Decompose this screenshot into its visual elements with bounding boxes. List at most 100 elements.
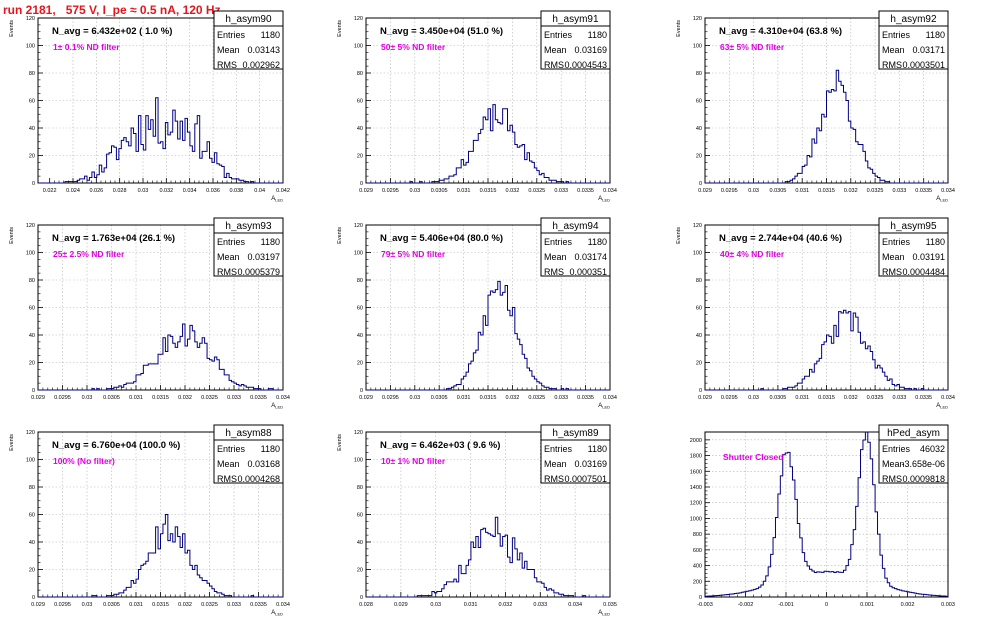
x-tick-label: 0.0315 <box>152 395 169 401</box>
x-tick-label: 0.028 <box>113 188 127 194</box>
x-axis-title: ALED <box>598 610 610 617</box>
y-tick-label: 0 <box>32 181 35 187</box>
x-tick-label: 0.029 <box>31 395 45 401</box>
x-tick-label: 0.038 <box>229 188 243 194</box>
x-tick-label: 0.0295 <box>54 602 71 608</box>
y-tick-label: 20 <box>357 154 363 160</box>
stats-rms-label: RMS <box>217 60 237 70</box>
stats-box <box>878 10 949 70</box>
y-tick-label: 100 <box>354 458 363 464</box>
x-tick-label: 0.031 <box>129 602 143 608</box>
stats-mean-label: Mean <box>882 459 905 469</box>
stats-entries-label: Entries <box>882 444 911 454</box>
x-tick-label: 0.029 <box>359 395 373 401</box>
y-tick-label: 20 <box>29 568 35 574</box>
x-tick-label: 0.031 <box>795 395 809 401</box>
x-tick-label: 0.032 <box>844 395 858 401</box>
y-tick-label: 1800 <box>690 454 702 460</box>
x-tick-label: 0.034 <box>276 602 290 608</box>
histogram-series <box>366 516 610 598</box>
x-tick-label: 0.033 <box>533 602 547 608</box>
filter-note: 100% (No filter) <box>53 456 115 466</box>
h_asym91-panel: 0.029 0.0295 0.03 0.0305 0.031 0.0315 0.032 0.0… <box>337 10 617 203</box>
histogram-series <box>705 69 948 184</box>
y-tick-label: 60 <box>357 306 363 312</box>
x-axis-title: ALED <box>271 196 283 203</box>
y-tick-label: 20 <box>696 154 702 160</box>
filter-note: 1± 0.1% ND filter <box>53 42 120 52</box>
x-tick-label: 0.032 <box>178 602 192 608</box>
x-axis-title-sub: LED <box>602 405 610 410</box>
x-axis-title-sub: LED <box>275 198 283 203</box>
stats-mean-label: Mean <box>882 45 905 55</box>
y-tick-label: 60 <box>29 513 35 519</box>
x-tick-label: 0.029 <box>698 188 712 194</box>
y-tick-label: 100 <box>693 44 702 50</box>
x-tick-label: 0.042 <box>276 188 290 194</box>
stats-entries-value: 1180 <box>588 30 607 40</box>
filter-note: 10± 1% ND filter <box>381 456 446 466</box>
y-tick-label: 80 <box>357 278 363 284</box>
info-label: N_avg = 5.406e+04 (80.0 %) <box>380 233 503 244</box>
x-tick-label: 0.0305 <box>769 395 786 401</box>
stats-rms-label: RMS <box>882 474 902 484</box>
stats-entries-label: Entries <box>217 30 246 40</box>
y-tick-label: 1600 <box>690 469 702 475</box>
histogram-series <box>366 104 610 184</box>
y-tick-label: 80 <box>29 485 35 491</box>
info-label: N_avg = 3.450e+04 (51.0 %) <box>380 26 503 37</box>
y-tick-label: 0 <box>360 181 363 187</box>
x-axis-title-main: A <box>598 403 602 409</box>
stats-rms-value: 0.0004484 <box>902 267 945 277</box>
stats-rms-value: 0.0009818 <box>902 474 945 484</box>
x-tick-label: 0.033 <box>893 188 907 194</box>
y-tick-label: 120 <box>354 223 363 229</box>
y-tick-label: 1400 <box>690 485 702 491</box>
info-label: N_avg = 6.760e+04 (100.0 %) <box>52 440 180 451</box>
stats-rms-value: 0.000351 <box>569 267 607 277</box>
stats-entries-label: Entries <box>544 237 573 247</box>
h_asym94-panel: 0.029 0.0295 0.03 0.0305 0.031 0.0315 0.032 0.0… <box>337 217 617 410</box>
y-tick-label: 80 <box>29 278 35 284</box>
histogram-name: h_asym92 <box>890 14 937 25</box>
stats-rms-value: 0.002962 <box>242 60 280 70</box>
y-tick-label: 60 <box>29 306 35 312</box>
y-tick-label: 40 <box>29 540 35 546</box>
y-tick-label: 120 <box>693 16 702 22</box>
stats-mean-label: Mean <box>544 45 567 55</box>
x-tick-label: 0.0325 <box>528 188 545 194</box>
x-axis-title-sub: LED <box>940 405 948 410</box>
y-tick-label: 60 <box>357 513 363 519</box>
h_asym88-panel: 0.029 0.0295 0.03 0.0305 0.031 0.0315 0.032 0.0… <box>9 424 290 617</box>
stats-mean-label: Mean <box>544 459 567 469</box>
stats-entries-label: Entries <box>217 444 246 454</box>
y-tick-label: 100 <box>26 44 35 50</box>
y-tick-label: 20 <box>29 361 35 367</box>
x-tick-label: 0.0325 <box>201 395 218 401</box>
x-tick-label: 0.0315 <box>480 188 497 194</box>
x-axis-title: ALED <box>271 610 283 617</box>
stats-mean-value: 0.03191 <box>912 252 945 262</box>
histogram-series <box>38 323 283 391</box>
x-tick-label: 0.0315 <box>152 602 169 608</box>
x-tick-label: 0.0335 <box>577 395 594 401</box>
x-tick-label: 0.0335 <box>250 395 267 401</box>
x-axis-title: ALED <box>271 403 283 410</box>
x-tick-label: 0.032 <box>159 188 173 194</box>
y-tick-label: 0 <box>360 388 363 394</box>
stats-mean-value: 0.03169 <box>574 459 607 469</box>
stats-entries-label: Entries <box>882 237 911 247</box>
x-tick-label: 0.0295 <box>54 395 71 401</box>
stats-entries-value: 1180 <box>588 237 607 247</box>
x-tick-label: 0.028 <box>359 602 373 608</box>
x-tick-label: 0.024 <box>66 188 80 194</box>
y-tick-label: 40 <box>357 333 363 339</box>
y-tick-label: 120 <box>26 223 35 229</box>
y-tick-label: 800 <box>693 532 702 538</box>
x-axis-title-sub: LED <box>940 198 948 203</box>
x-tick-label: 0.029 <box>394 602 408 608</box>
stats-entries-label: Entries <box>544 444 573 454</box>
info-label: N_avg = 4.310e+04 (63.8 %) <box>719 26 842 37</box>
x-tick-label: 0.032 <box>178 395 192 401</box>
